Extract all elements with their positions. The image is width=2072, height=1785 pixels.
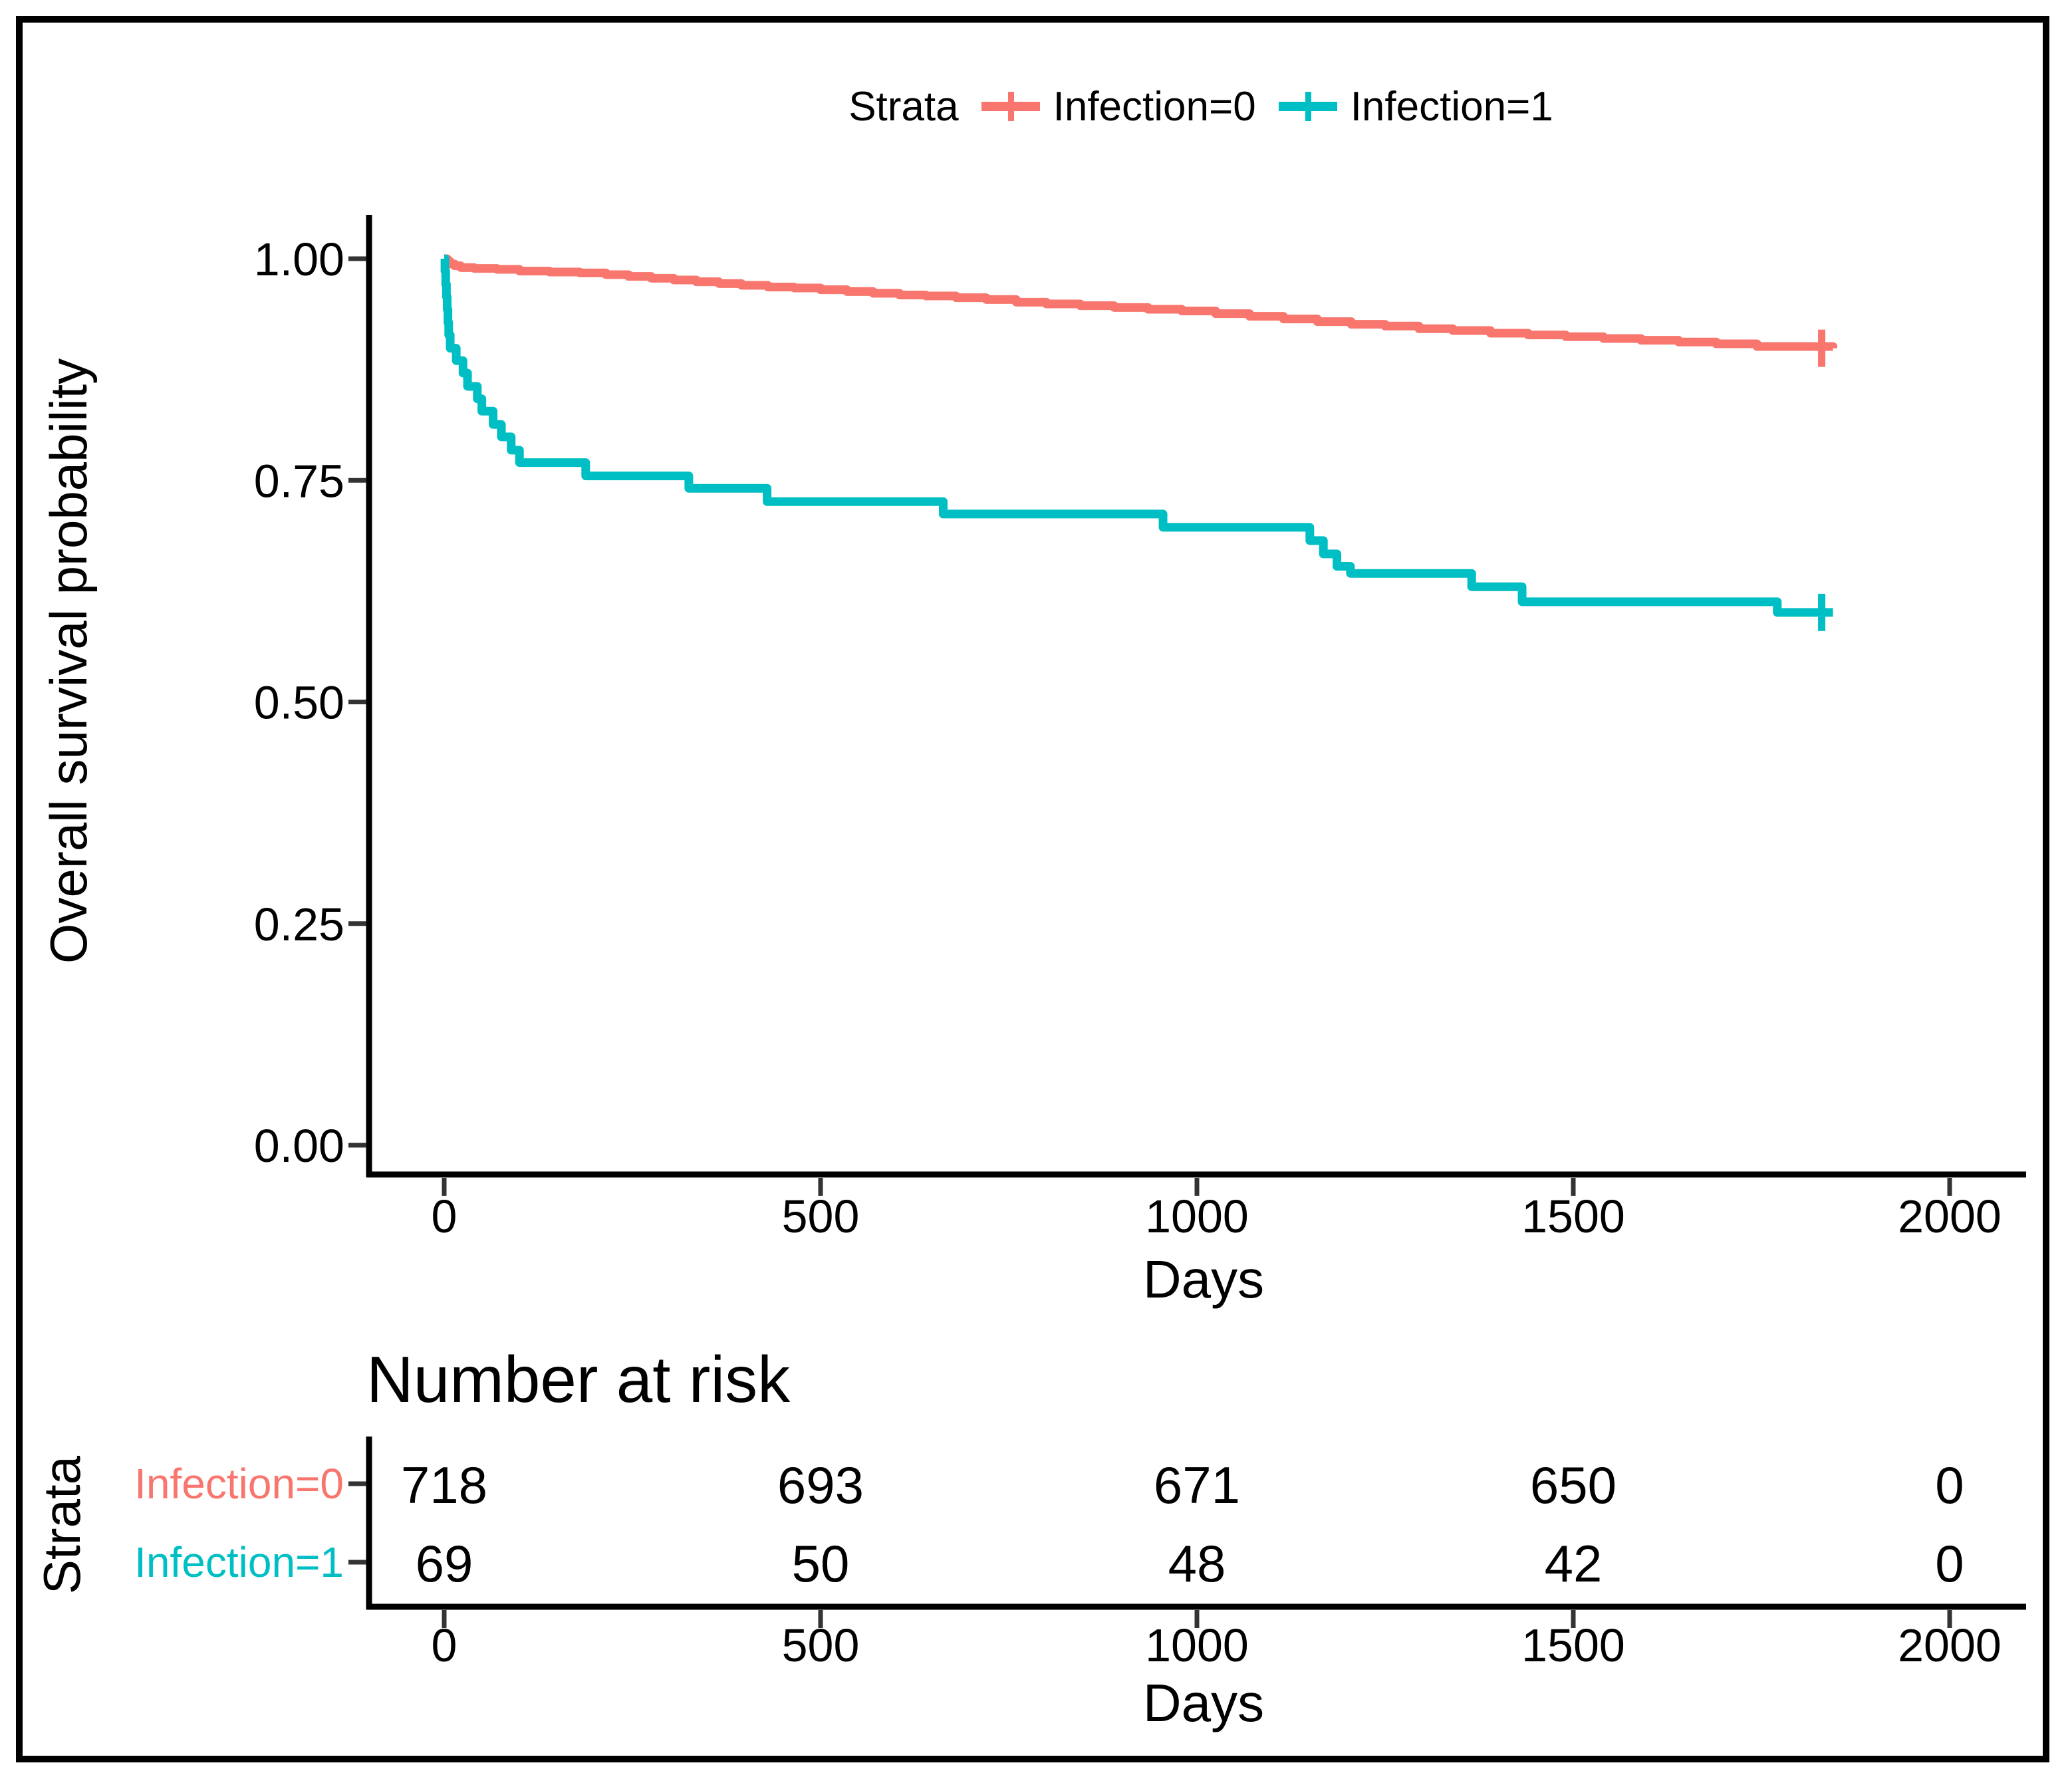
x-axis-title: Days (1142, 1250, 1265, 1309)
risk-count: 718 (401, 1456, 487, 1514)
risk-x-tick-label: 2000 (1898, 1619, 2002, 1671)
y-tick-label: 1.00 (254, 233, 344, 285)
y-tick-label: 0.25 (254, 898, 344, 950)
risk-x-tick-label: 1500 (1521, 1619, 1625, 1671)
legend-title: Strata (848, 83, 959, 130)
legend-item-label: Infection=0 (1053, 83, 1256, 130)
legend: Strata Infection=0 Infection=1 (370, 74, 2032, 138)
y-axis-title: Overall survival probability (39, 358, 98, 964)
risk-x-tick-label: 500 (782, 1619, 860, 1671)
risk-count: 693 (777, 1456, 864, 1514)
x-tick-label: 0 (432, 1190, 457, 1242)
km-curve-infection1 (440, 254, 1833, 617)
risk-x-tick-label: 0 (432, 1619, 457, 1671)
risk-count: 0 (1935, 1534, 1964, 1593)
risk-count: 42 (1545, 1534, 1603, 1593)
risk-count: 69 (416, 1534, 473, 1593)
risk-count: 671 (1154, 1456, 1240, 1514)
risk-count: 48 (1168, 1534, 1226, 1593)
legend-item-infection0: Infection=0 (981, 77, 1256, 136)
y-tick-label: 0.50 (254, 677, 344, 729)
risk-count: 0 (1935, 1456, 1964, 1514)
legend-item-infection1: Infection=1 (1278, 77, 1553, 136)
x-tick-label: 2000 (1898, 1190, 2002, 1242)
y-tick-label: 0.75 (254, 455, 344, 507)
y-tick-label: 0.00 (254, 1120, 344, 1172)
risk-count: 50 (792, 1534, 850, 1593)
risk-table-x-axis-title: Days (1142, 1673, 1265, 1732)
figure-border (16, 16, 2049, 1762)
risk-row-label-infection1: Infection=1 (134, 1538, 344, 1586)
x-tick-label: 500 (782, 1190, 860, 1242)
risk-x-tick-label: 1000 (1145, 1619, 1249, 1671)
risk-row-label-infection0: Infection=0 (134, 1460, 344, 1508)
censor-plus-icon (1278, 77, 1337, 136)
risk-count: 650 (1530, 1456, 1617, 1514)
risk-table-title: Number at risk (366, 1343, 791, 1416)
strata-axis-title: Strata (33, 1455, 91, 1595)
legend-item-label: Infection=1 (1350, 83, 1553, 130)
x-tick-label: 1500 (1521, 1190, 1625, 1242)
censor-plus-icon (981, 77, 1040, 136)
km-curve-infection0 (443, 254, 1838, 351)
x-tick-label: 1000 (1145, 1190, 1249, 1242)
